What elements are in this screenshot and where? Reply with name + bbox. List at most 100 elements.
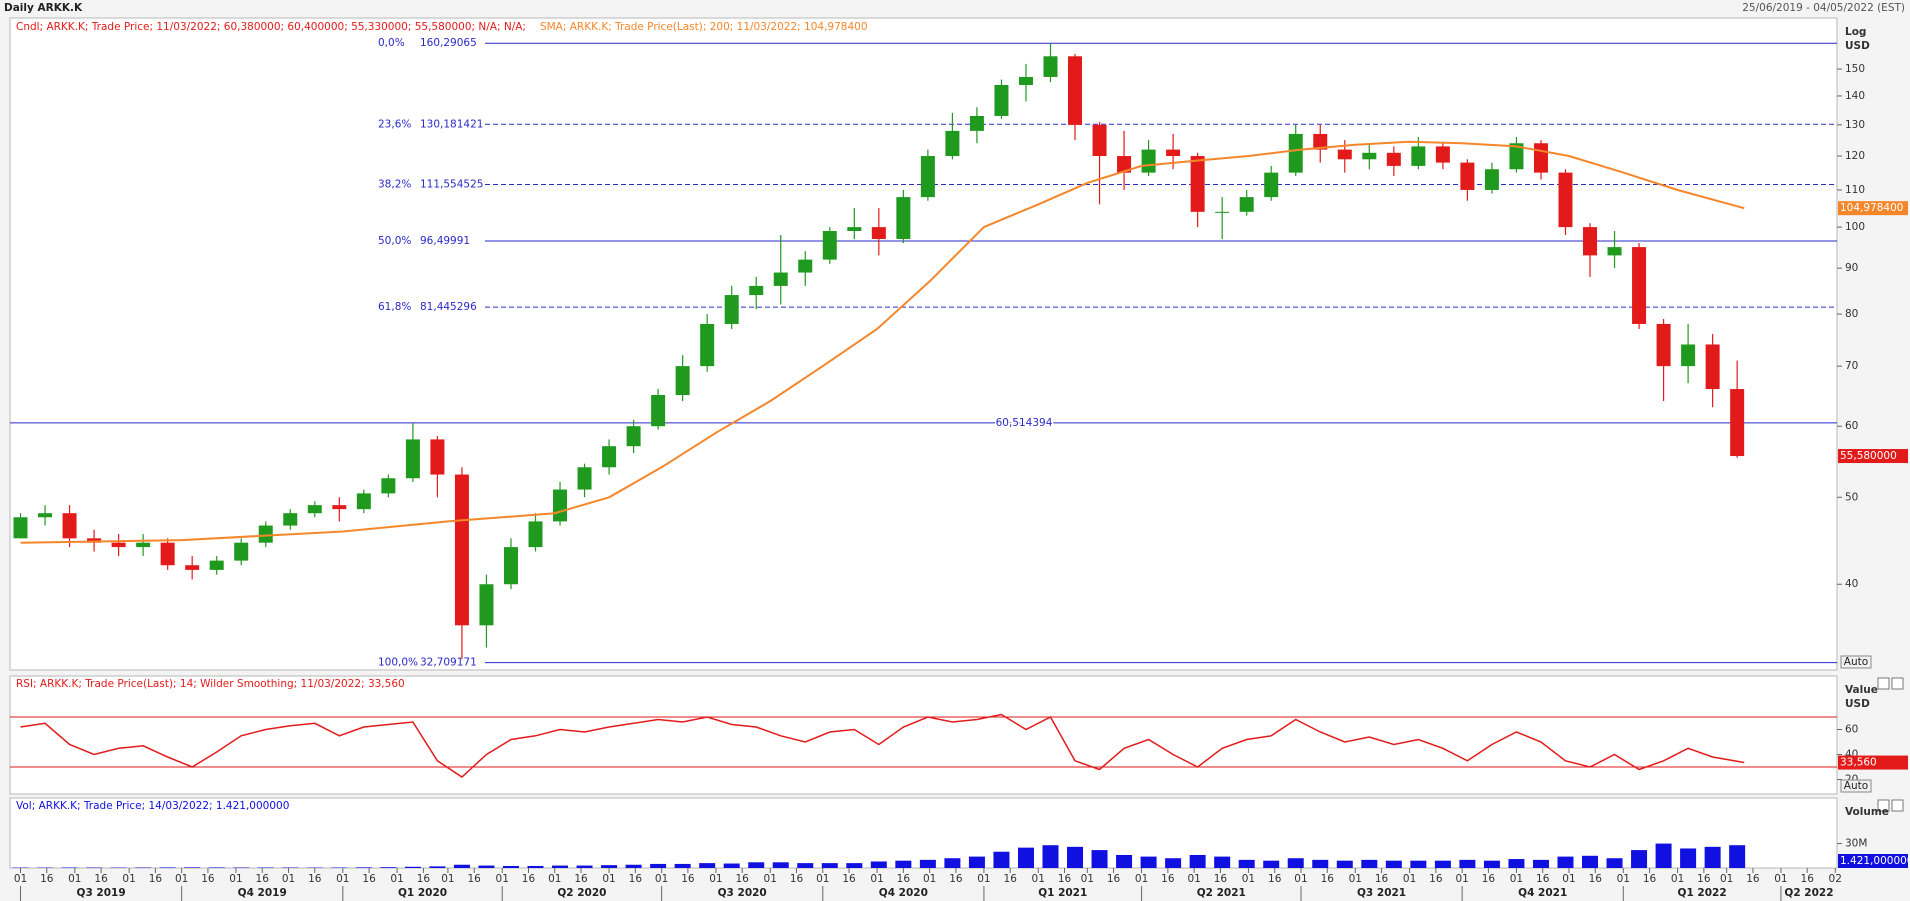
x-tick-label: 01 — [390, 873, 403, 885]
x-tick-label: 16 — [201, 873, 215, 885]
panel-maximize-button[interactable] — [1877, 799, 1890, 812]
x-tick-label: 01 — [122, 873, 135, 885]
volume-bar — [1483, 860, 1500, 868]
x-tick-label: 02 — [1829, 873, 1842, 885]
volume-bar — [699, 863, 716, 868]
candle-body — [185, 565, 200, 570]
last-value-tag — [1838, 854, 1908, 868]
candle-body — [1313, 133, 1328, 150]
x-tick-label: 01 — [548, 873, 561, 885]
fibonacci-level-label: 0,0% — [378, 37, 405, 49]
axis-unit-label: Log — [1845, 26, 1866, 38]
axis-unit-label: Value — [1845, 684, 1878, 696]
x-tick-label: 16 — [522, 873, 536, 885]
volume-bar — [625, 864, 642, 868]
candle-body — [1288, 133, 1303, 173]
fibonacci-level-label: 23,6% — [378, 118, 411, 130]
candle-body — [1656, 323, 1671, 367]
quarter-label: Q3 2020 — [718, 887, 767, 899]
candle-body — [13, 517, 28, 539]
y-tick-label: 60 — [1845, 420, 1858, 432]
x-tick-label: 16 — [1429, 873, 1443, 885]
last-value-tag — [1838, 449, 1908, 464]
volume-bar — [1263, 860, 1280, 868]
fibonacci-level-label: 61,8% — [378, 301, 411, 313]
volume-bar — [1116, 854, 1133, 868]
x-tick-label: 01 — [1403, 873, 1416, 885]
panel-maximize-button[interactable] — [1877, 677, 1890, 690]
candle-body — [1484, 169, 1499, 190]
x-tick-label: 16 — [149, 873, 163, 885]
last-value-label: 55,580000 — [1840, 450, 1897, 462]
x-tick-label: 01 — [68, 873, 81, 885]
x-tick-label: 01 — [1032, 873, 1045, 885]
x-tick-label: 01 — [1455, 873, 1468, 885]
volume-bar — [601, 865, 618, 868]
volume-bar — [1631, 850, 1648, 868]
x-tick-label: 16 — [1321, 873, 1335, 885]
candle-body — [1018, 76, 1033, 85]
fibonacci-value-label: 81,445296 — [420, 301, 477, 313]
candle-body — [111, 542, 126, 548]
candle-body — [1141, 149, 1156, 173]
volume-bar — [184, 867, 201, 868]
y-tick-label: 130 — [1845, 119, 1865, 131]
volume-bar — [723, 863, 740, 868]
candle-body — [1583, 227, 1598, 256]
volume-bar — [527, 865, 544, 868]
candle-body — [724, 295, 739, 324]
volume-bar — [1287, 858, 1304, 868]
panel-close-button[interactable] — [1891, 799, 1904, 812]
x-tick-label: 01 — [1510, 873, 1523, 885]
volume-bar — [502, 865, 519, 868]
x-tick-label: 01 — [1720, 873, 1733, 885]
volume-bar — [1508, 859, 1525, 868]
x-tick-label: 01 — [229, 873, 242, 885]
candle-body — [847, 227, 862, 232]
x-tick-label: 01 — [1671, 873, 1684, 885]
volume-bar — [380, 867, 397, 868]
fibonacci-value-label: 32,709171 — [420, 657, 477, 669]
x-tick-label: 16 — [736, 873, 750, 885]
quarter-label: Q1 2021 — [1038, 887, 1087, 899]
candle-body — [528, 521, 543, 548]
price-panel — [9, 17, 1838, 671]
candle-body — [1632, 247, 1647, 324]
y-tick-label: 80 — [1845, 308, 1858, 320]
x-tick-label: 01 — [14, 873, 27, 885]
y-tick-label: 50 — [1845, 491, 1858, 503]
candle-body — [822, 231, 837, 260]
quarter-label: Q4 2020 — [879, 887, 928, 899]
panel-close-button[interactable] — [1891, 677, 1904, 690]
volume-bar — [1410, 860, 1427, 868]
volume-bar — [1655, 843, 1672, 868]
candle-body — [1411, 146, 1426, 166]
y-tick-label: 140 — [1845, 90, 1865, 102]
x-tick-label: 16 — [1536, 873, 1550, 885]
volume-bar — [576, 865, 593, 868]
x-tick-label: 16 — [949, 873, 963, 885]
auto-scale-button[interactable] — [1840, 655, 1872, 669]
auto-scale-button[interactable] — [1840, 779, 1872, 793]
y-tick-label: 90 — [1845, 262, 1858, 274]
x-tick-label: 16 — [629, 873, 643, 885]
candle-body — [283, 513, 298, 526]
x-tick-label: 01 — [923, 873, 936, 885]
candle-body — [1215, 211, 1230, 213]
candle-body — [234, 542, 249, 561]
volume-bar — [797, 863, 814, 868]
volume-bar — [208, 867, 225, 868]
volume-bar — [993, 851, 1010, 868]
legend-entry: SMA; ARKK.K; Trade Price(Last); 200; 11/… — [540, 21, 868, 33]
x-tick-label: 01 — [977, 873, 990, 885]
candle-body — [871, 227, 886, 239]
volume-bar — [453, 864, 470, 868]
candle-body — [1117, 156, 1132, 173]
volume-bar — [1165, 858, 1182, 868]
candle-body — [479, 584, 494, 626]
x-tick-label: 16 — [1268, 873, 1282, 885]
volume-bar — [919, 859, 936, 868]
candle-body — [1509, 143, 1524, 170]
volume-bar — [870, 861, 887, 868]
axis-unit-label: USD — [1845, 698, 1870, 710]
